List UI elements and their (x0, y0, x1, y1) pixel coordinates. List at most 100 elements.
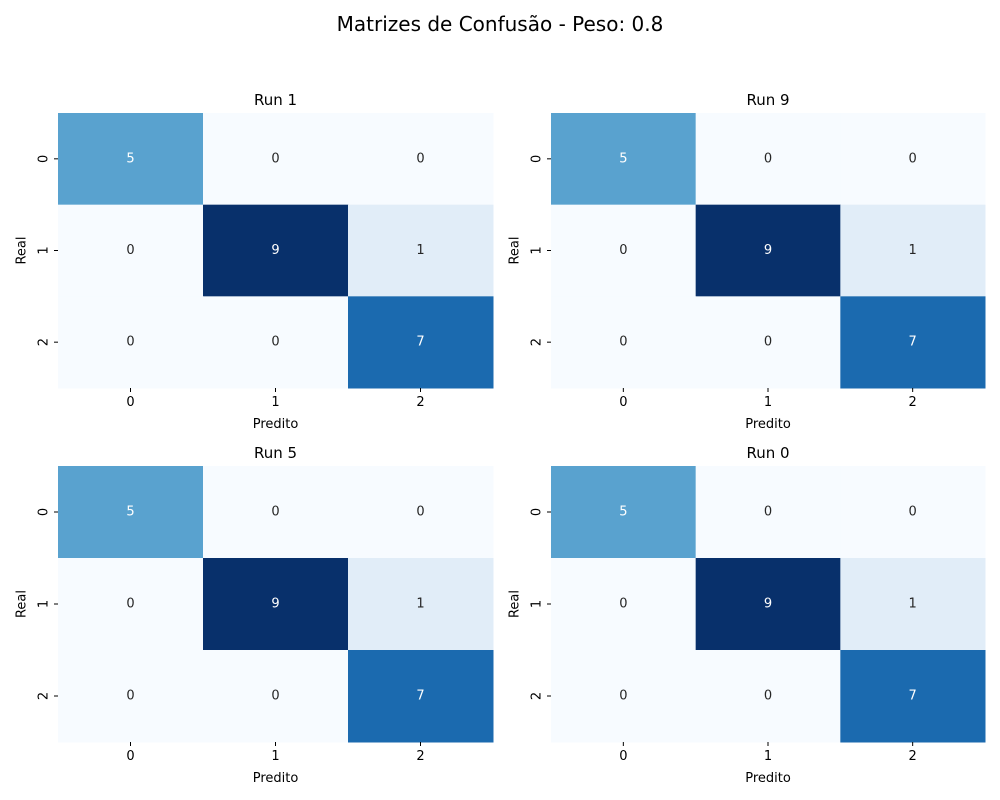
cell-value-label: 5 (126, 151, 134, 166)
heatmap-cell (840, 113, 986, 206)
cell-value-label: 0 (764, 151, 772, 166)
heatmap-cell (551, 204, 697, 297)
x-axis-label: Predito (253, 771, 299, 786)
panel-title: Run 5 (254, 444, 297, 462)
heatmap-panel: 5 0 0 0 9 1 0 0 7 Run 5 0 1 2 0 1 2 Predito Real (15, 444, 494, 786)
y-axis-label: Real (15, 236, 30, 264)
heatmap-cell (840, 558, 986, 651)
heatmap-cell (348, 296, 494, 389)
cell-value-label: 0 (764, 689, 772, 704)
y-tick-label: 0 (37, 508, 52, 516)
cell-value-label: 5 (619, 505, 627, 520)
figure-title: Matrizes de Confusão - Peso: 0.8 (336, 12, 664, 36)
heatmap-cell (840, 296, 986, 389)
panel-title: Run 9 (746, 91, 789, 109)
x-tick-label: 2 (909, 749, 917, 764)
cell-value-label: 0 (126, 243, 134, 258)
y-tick-label: 1 (37, 246, 52, 254)
cell-value-label: 0 (619, 335, 627, 350)
cell-value-label: 0 (416, 151, 424, 166)
y-tick-label: 2 (530, 338, 545, 346)
heatmap-panel: 5 0 0 0 9 1 0 0 7 Run 9 0 1 2 0 1 2 Predito Real (508, 91, 986, 432)
heatmap-cell (348, 558, 494, 651)
cell-value-label: 0 (126, 335, 134, 350)
y-tick-label: 0 (530, 508, 545, 516)
heatmap-cell (551, 296, 697, 389)
cell-value-label: 0 (271, 335, 279, 350)
heatmap-cell (203, 296, 349, 389)
heatmap-cell (203, 466, 349, 559)
heatmap-cell (840, 204, 986, 297)
cell-value-label: 0 (909, 505, 917, 520)
cell-value-label: 0 (271, 151, 279, 166)
heatmap-cell (551, 113, 697, 206)
heatmap-cell (348, 204, 494, 297)
heatmap-panel: 5 0 0 0 9 1 0 0 7 Run 0 0 1 2 0 1 2 Predito Real (508, 444, 986, 786)
heatmap-cell (348, 466, 494, 559)
cell-value-label: 1 (416, 243, 424, 258)
heatmap-cell (551, 650, 697, 743)
heatmap-cell (203, 558, 349, 651)
heatmap-cell (348, 113, 494, 206)
x-tick-label: 1 (271, 749, 279, 764)
heatmap-cell (840, 466, 986, 559)
panel-title: Run 0 (746, 444, 789, 462)
y-axis-label: Real (508, 590, 523, 618)
cell-value-label: 9 (271, 243, 279, 258)
cell-value-label: 5 (619, 151, 627, 166)
heatmap-cell (695, 466, 841, 559)
heatmap-cell (58, 204, 204, 297)
y-tick-label: 1 (530, 246, 545, 254)
cell-value-label: 9 (764, 597, 772, 612)
cell-value-label: 0 (619, 597, 627, 612)
y-tick-label: 1 (530, 600, 545, 608)
x-tick-label: 0 (126, 395, 134, 410)
x-tick-label: 1 (764, 749, 772, 764)
cell-value-label: 0 (764, 505, 772, 520)
x-tick-label: 0 (619, 395, 627, 410)
y-tick-label: 1 (37, 600, 52, 608)
heatmap-cell (58, 466, 204, 559)
x-tick-label: 2 (416, 749, 424, 764)
cell-value-label: 7 (416, 689, 424, 704)
heatmap-cell (695, 650, 841, 743)
cell-value-label: 0 (126, 689, 134, 704)
cell-value-label: 0 (271, 689, 279, 704)
x-axis-label: Predito (745, 417, 791, 432)
cell-value-label: 9 (764, 243, 772, 258)
cell-value-label: 7 (909, 335, 917, 350)
y-axis-label: Real (15, 590, 30, 618)
panel-title: Run 1 (254, 91, 297, 109)
x-tick-label: 2 (416, 395, 424, 410)
cell-value-label: 0 (416, 505, 424, 520)
heatmap-cell (58, 296, 204, 389)
cell-value-label: 1 (416, 597, 424, 612)
cell-value-label: 5 (126, 505, 134, 520)
cell-value-label: 0 (619, 243, 627, 258)
heatmap-cell (695, 204, 841, 297)
y-tick-label: 0 (530, 155, 545, 163)
cell-value-label: 1 (909, 597, 917, 612)
heatmap-cell (695, 296, 841, 389)
y-tick-label: 2 (37, 692, 52, 700)
heatmap-cell (551, 558, 697, 651)
cell-value-label: 0 (271, 505, 279, 520)
heatmap-panel: 5 0 0 0 9 1 0 0 7 Run 1 0 1 2 0 1 2 Predito Real (15, 91, 494, 432)
cell-value-label: 9 (271, 597, 279, 612)
x-axis-label: Predito (745, 771, 791, 786)
heatmap-cell (58, 113, 204, 206)
y-tick-label: 2 (530, 692, 545, 700)
y-axis-label: Real (508, 236, 523, 264)
cell-value-label: 0 (909, 151, 917, 166)
heatmap-cell (695, 558, 841, 651)
x-tick-label: 0 (126, 749, 134, 764)
cell-value-label: 0 (619, 689, 627, 704)
cell-value-label: 0 (126, 597, 134, 612)
y-tick-label: 0 (37, 155, 52, 163)
x-tick-label: 0 (619, 749, 627, 764)
cell-value-label: 1 (909, 243, 917, 258)
x-tick-label: 2 (909, 395, 917, 410)
y-tick-label: 2 (37, 338, 52, 346)
